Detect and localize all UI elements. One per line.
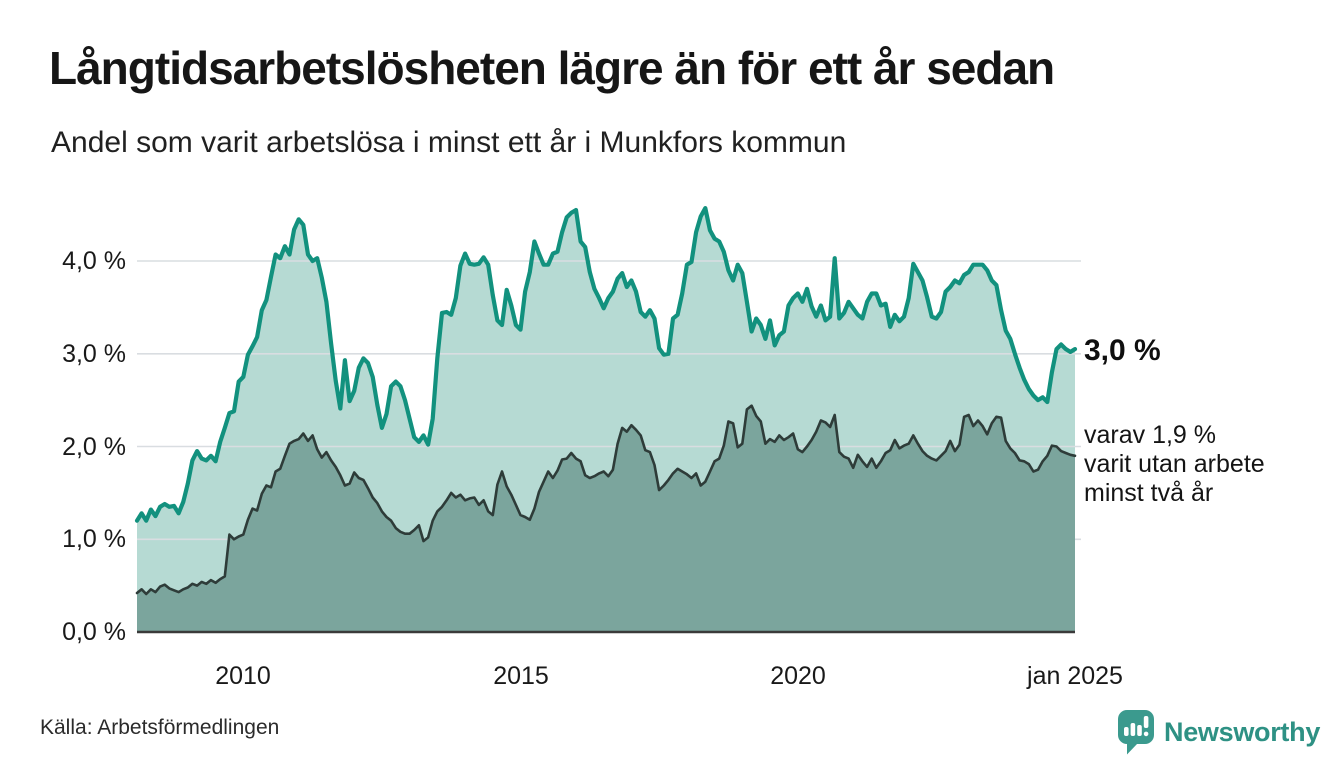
line-two-year [135,404,1077,596]
two-year-annotation: varav 1,9 % varit utan arbete minst två … [1084,421,1265,507]
exclamation-dot [1143,731,1149,737]
exclamation-bar [1143,716,1149,728]
latest-total-annotation: 3,0 % [1084,334,1161,367]
newsworthy-bubble-icon [1118,710,1154,755]
page-title: Långtidsarbetslösheten lägre än för ett … [49,42,1055,94]
area-two-year [137,405,1075,632]
x-tick-label: 2010 [215,662,271,690]
chart-subtitle: Andel som varit arbetslösa i minst ett å… [51,126,847,159]
speech-bubble-shape [1118,710,1154,755]
x-tick-label: jan 2025 [1027,662,1123,690]
y-tick-label: 1,0 % [62,525,126,553]
y-tick-label: 3,0 % [62,340,126,368]
y-tick-label: 0,0 % [62,618,126,646]
newsworthy-logo: Newsworthy [1117,709,1320,755]
line-total [134,206,1078,523]
newsworthy-wordmark: Newsworthy [1164,716,1321,747]
x-tick-label: 2020 [770,662,826,690]
y-tick-label: 2,0 % [62,433,126,461]
source-note: Källa: Arbetsförmedlingen [40,716,280,739]
bar-chart-glyph [1124,716,1149,737]
x-tick-label: 2015 [493,662,549,690]
y-tick-label: 4,0 % [62,247,126,275]
